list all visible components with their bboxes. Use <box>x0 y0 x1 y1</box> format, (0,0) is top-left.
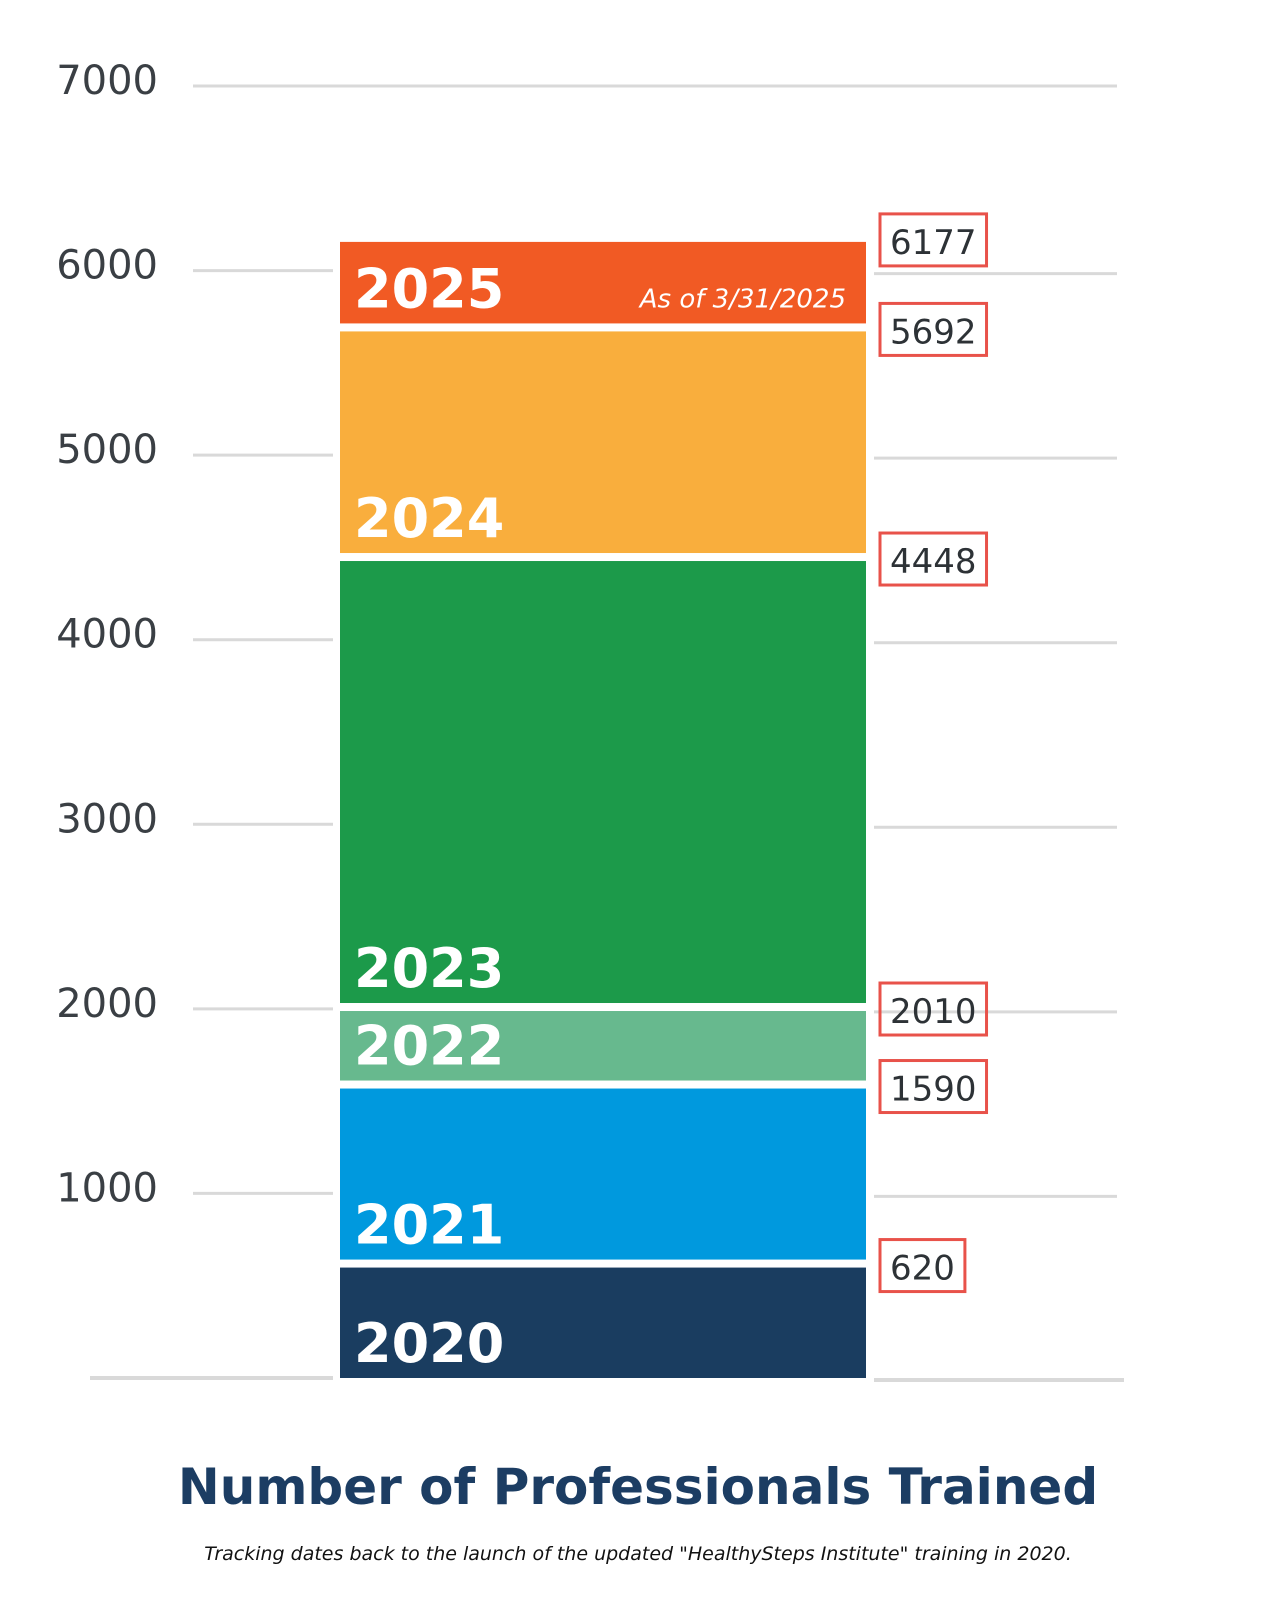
y-axis-ticks: 1000 2000 3000 4000 5000 6000 7000 <box>56 58 158 1211</box>
y-tick-label-4000: 4000 <box>56 612 158 658</box>
value-label-box-2022 <box>878 981 989 1037</box>
value-label-2021: 1590 <box>890 1070 977 1110</box>
value-label-box-2025 <box>878 212 989 268</box>
bar-year-label-2025: 2025 <box>354 257 504 320</box>
bar-note-2025: As of 3/31/2025 <box>638 284 846 314</box>
y-tick-label-5000: 5000 <box>56 427 158 473</box>
bar-segment-2024 <box>340 331 866 554</box>
bar-segment-2023 <box>340 561 866 1004</box>
value-label-box-2024 <box>878 301 989 357</box>
y-tick-label-1000: 1000 <box>56 1165 158 1211</box>
value-label-2025: 6177 <box>890 223 977 263</box>
y-tick-label-7000: 7000 <box>56 58 158 104</box>
bar-year-label-2022: 2022 <box>354 1015 504 1078</box>
chart-subtitle: Tracking dates back to the launch of the… <box>204 1543 1072 1565</box>
value-label-box-2020 <box>878 1238 967 1294</box>
grid-lines <box>90 84 1124 1382</box>
bar-segment-2022 <box>340 1011 866 1081</box>
value-label-box-2023 <box>878 531 989 587</box>
bar-year-label-2020: 2020 <box>354 1312 504 1375</box>
value-label-2020: 620 <box>890 1249 955 1289</box>
bar-year-label-2024: 2024 <box>354 487 504 550</box>
chart-title: Number of Professionals Trained <box>177 1458 1099 1516</box>
y-tick-label-6000: 6000 <box>56 243 158 289</box>
y-tick-label-2000: 2000 <box>56 981 158 1027</box>
bar-segment-2025 <box>340 241 866 324</box>
bar-year-label-2021: 2021 <box>354 1194 504 1257</box>
bar-segments: 2020 2021 2022 2023 2024 2025 As of 3/31/2025 <box>340 241 866 1378</box>
bar-year-label-2023: 2023 <box>354 937 504 1000</box>
value-label-2024: 5692 <box>890 312 977 352</box>
value-label-box-2021 <box>878 1059 989 1115</box>
value-label-2022: 2010 <box>890 992 977 1032</box>
value-labels: 620 1590 2010 4448 5692 6177 <box>878 212 989 1294</box>
value-label-2023: 4448 <box>890 542 977 582</box>
bar-segment-2020 <box>340 1267 866 1378</box>
y-tick-label-3000: 3000 <box>56 796 158 842</box>
bar-segment-2021 <box>340 1088 866 1260</box>
